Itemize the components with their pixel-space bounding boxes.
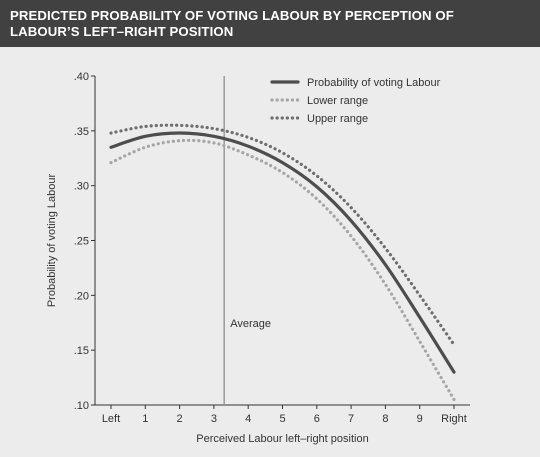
chart-title-line-1: PREDICTED PROBABILITY OF VOTING LABOUR B… xyxy=(10,8,454,23)
series-group xyxy=(109,123,456,402)
chart-area xyxy=(0,47,540,457)
x-tick-label: 8 xyxy=(382,413,388,425)
y-tick-label: .15 xyxy=(74,345,89,357)
series-line-1 xyxy=(109,138,456,402)
title-bar: PREDICTED PROBABILITY OF VOTING LABOUR B… xyxy=(0,0,540,47)
x-tick-label: 6 xyxy=(314,413,320,425)
x-tick-label: 1 xyxy=(142,413,148,425)
x-ticks: Left 1 2 3 4 5 6 7 8 9 Right xyxy=(102,405,467,425)
y-tick-label: .10 xyxy=(74,400,89,412)
legend: Probability of voting Labour Lower range U… xyxy=(270,77,441,125)
series-line-0 xyxy=(109,131,456,374)
x-tick-label: 2 xyxy=(177,413,183,425)
legend-label-1: Lower range xyxy=(307,95,368,107)
y-tick-label: .40 xyxy=(74,71,89,83)
x-tick-label: 9 xyxy=(417,413,423,425)
x-tick-label: Right xyxy=(441,413,467,425)
chart-title-line-2: LABOUR’S LEFT–RIGHT POSITION xyxy=(10,24,234,39)
average-label: Average xyxy=(230,318,271,330)
legend-label-2: Upper range xyxy=(307,113,368,125)
x-tick-label: 5 xyxy=(279,413,285,425)
x-tick-label: Left xyxy=(102,413,120,425)
x-tick-label: 7 xyxy=(348,413,354,425)
y-tick-label: .35 xyxy=(74,126,89,138)
y-tick-label: .25 xyxy=(74,236,89,248)
x-tick-label: 3 xyxy=(211,413,217,425)
chart-title: PREDICTED PROBABILITY OF VOTING LABOUR B… xyxy=(10,8,530,40)
x-tick-label: 4 xyxy=(245,413,251,425)
y-ticks: .40 .35 .30 .25 .20 .15 .10 xyxy=(74,71,95,412)
y-axis-label: Probability of voting Labour xyxy=(46,174,58,308)
y-tick-label: .20 xyxy=(74,290,89,302)
x-axis-label: Perceived Labour left–right position xyxy=(196,433,368,445)
y-tick-label: .30 xyxy=(74,181,89,193)
legend-label-0: Probability of voting Labour xyxy=(307,77,441,89)
